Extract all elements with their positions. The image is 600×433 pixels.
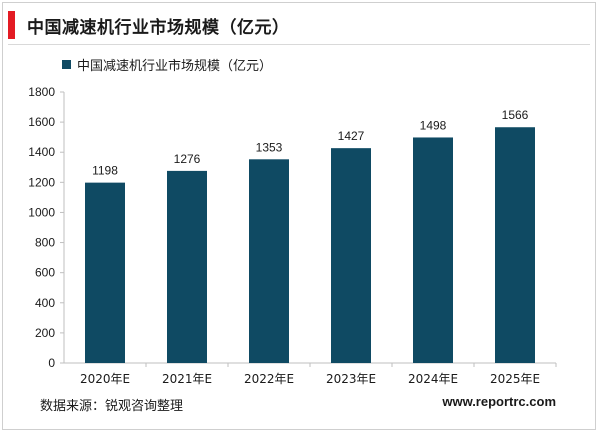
title-divider [8, 44, 590, 45]
bar [167, 170, 207, 363]
y-tick-label: 1200 [28, 175, 55, 189]
x-tick-label: 2025年E [490, 372, 540, 386]
data-label: 1566 [502, 108, 529, 122]
y-tick-label: 400 [35, 296, 55, 310]
source-url: www.reportrc.com [442, 394, 556, 409]
bar [413, 137, 453, 363]
y-tick-label: 1600 [28, 115, 55, 129]
data-label: 1427 [338, 129, 365, 143]
title-accent-bar [8, 11, 15, 39]
y-tick-label: 200 [35, 326, 55, 340]
title-bar: 中国减速机行业市场规模（亿元） [8, 11, 290, 39]
page-title: 中国减速机行业市场规模（亿元） [27, 17, 290, 38]
data-source: 数据来源：锐观咨询整理 [40, 399, 184, 414]
chart-legend: 中国减速机行业市场规模（亿元） [62, 55, 272, 74]
y-tick-label: 1400 [28, 145, 55, 159]
x-tick-label: 2021年E [162, 372, 212, 386]
y-tick-label: 600 [35, 266, 55, 280]
bar [331, 148, 371, 363]
legend-swatch [62, 60, 71, 69]
x-tick-label: 2022年E [244, 372, 294, 386]
y-tick-label: 800 [35, 236, 55, 250]
legend-label: 中国减速机行业市场规模（亿元） [77, 59, 273, 74]
x-tick-label: 2024年E [408, 372, 458, 386]
bar [85, 182, 125, 363]
data-label: 1498 [420, 118, 447, 132]
data-label: 1276 [174, 152, 201, 166]
y-tick-label: 1000 [28, 205, 55, 219]
x-tick-label: 2023年E [326, 372, 376, 386]
data-label: 1198 [92, 164, 118, 178]
y-tick-label: 0 [48, 356, 55, 370]
bar [495, 127, 535, 363]
data-label: 1353 [256, 140, 283, 154]
bar [249, 159, 289, 363]
x-tick-label: 2020年E [80, 372, 130, 386]
y-tick-label: 1800 [28, 85, 55, 99]
